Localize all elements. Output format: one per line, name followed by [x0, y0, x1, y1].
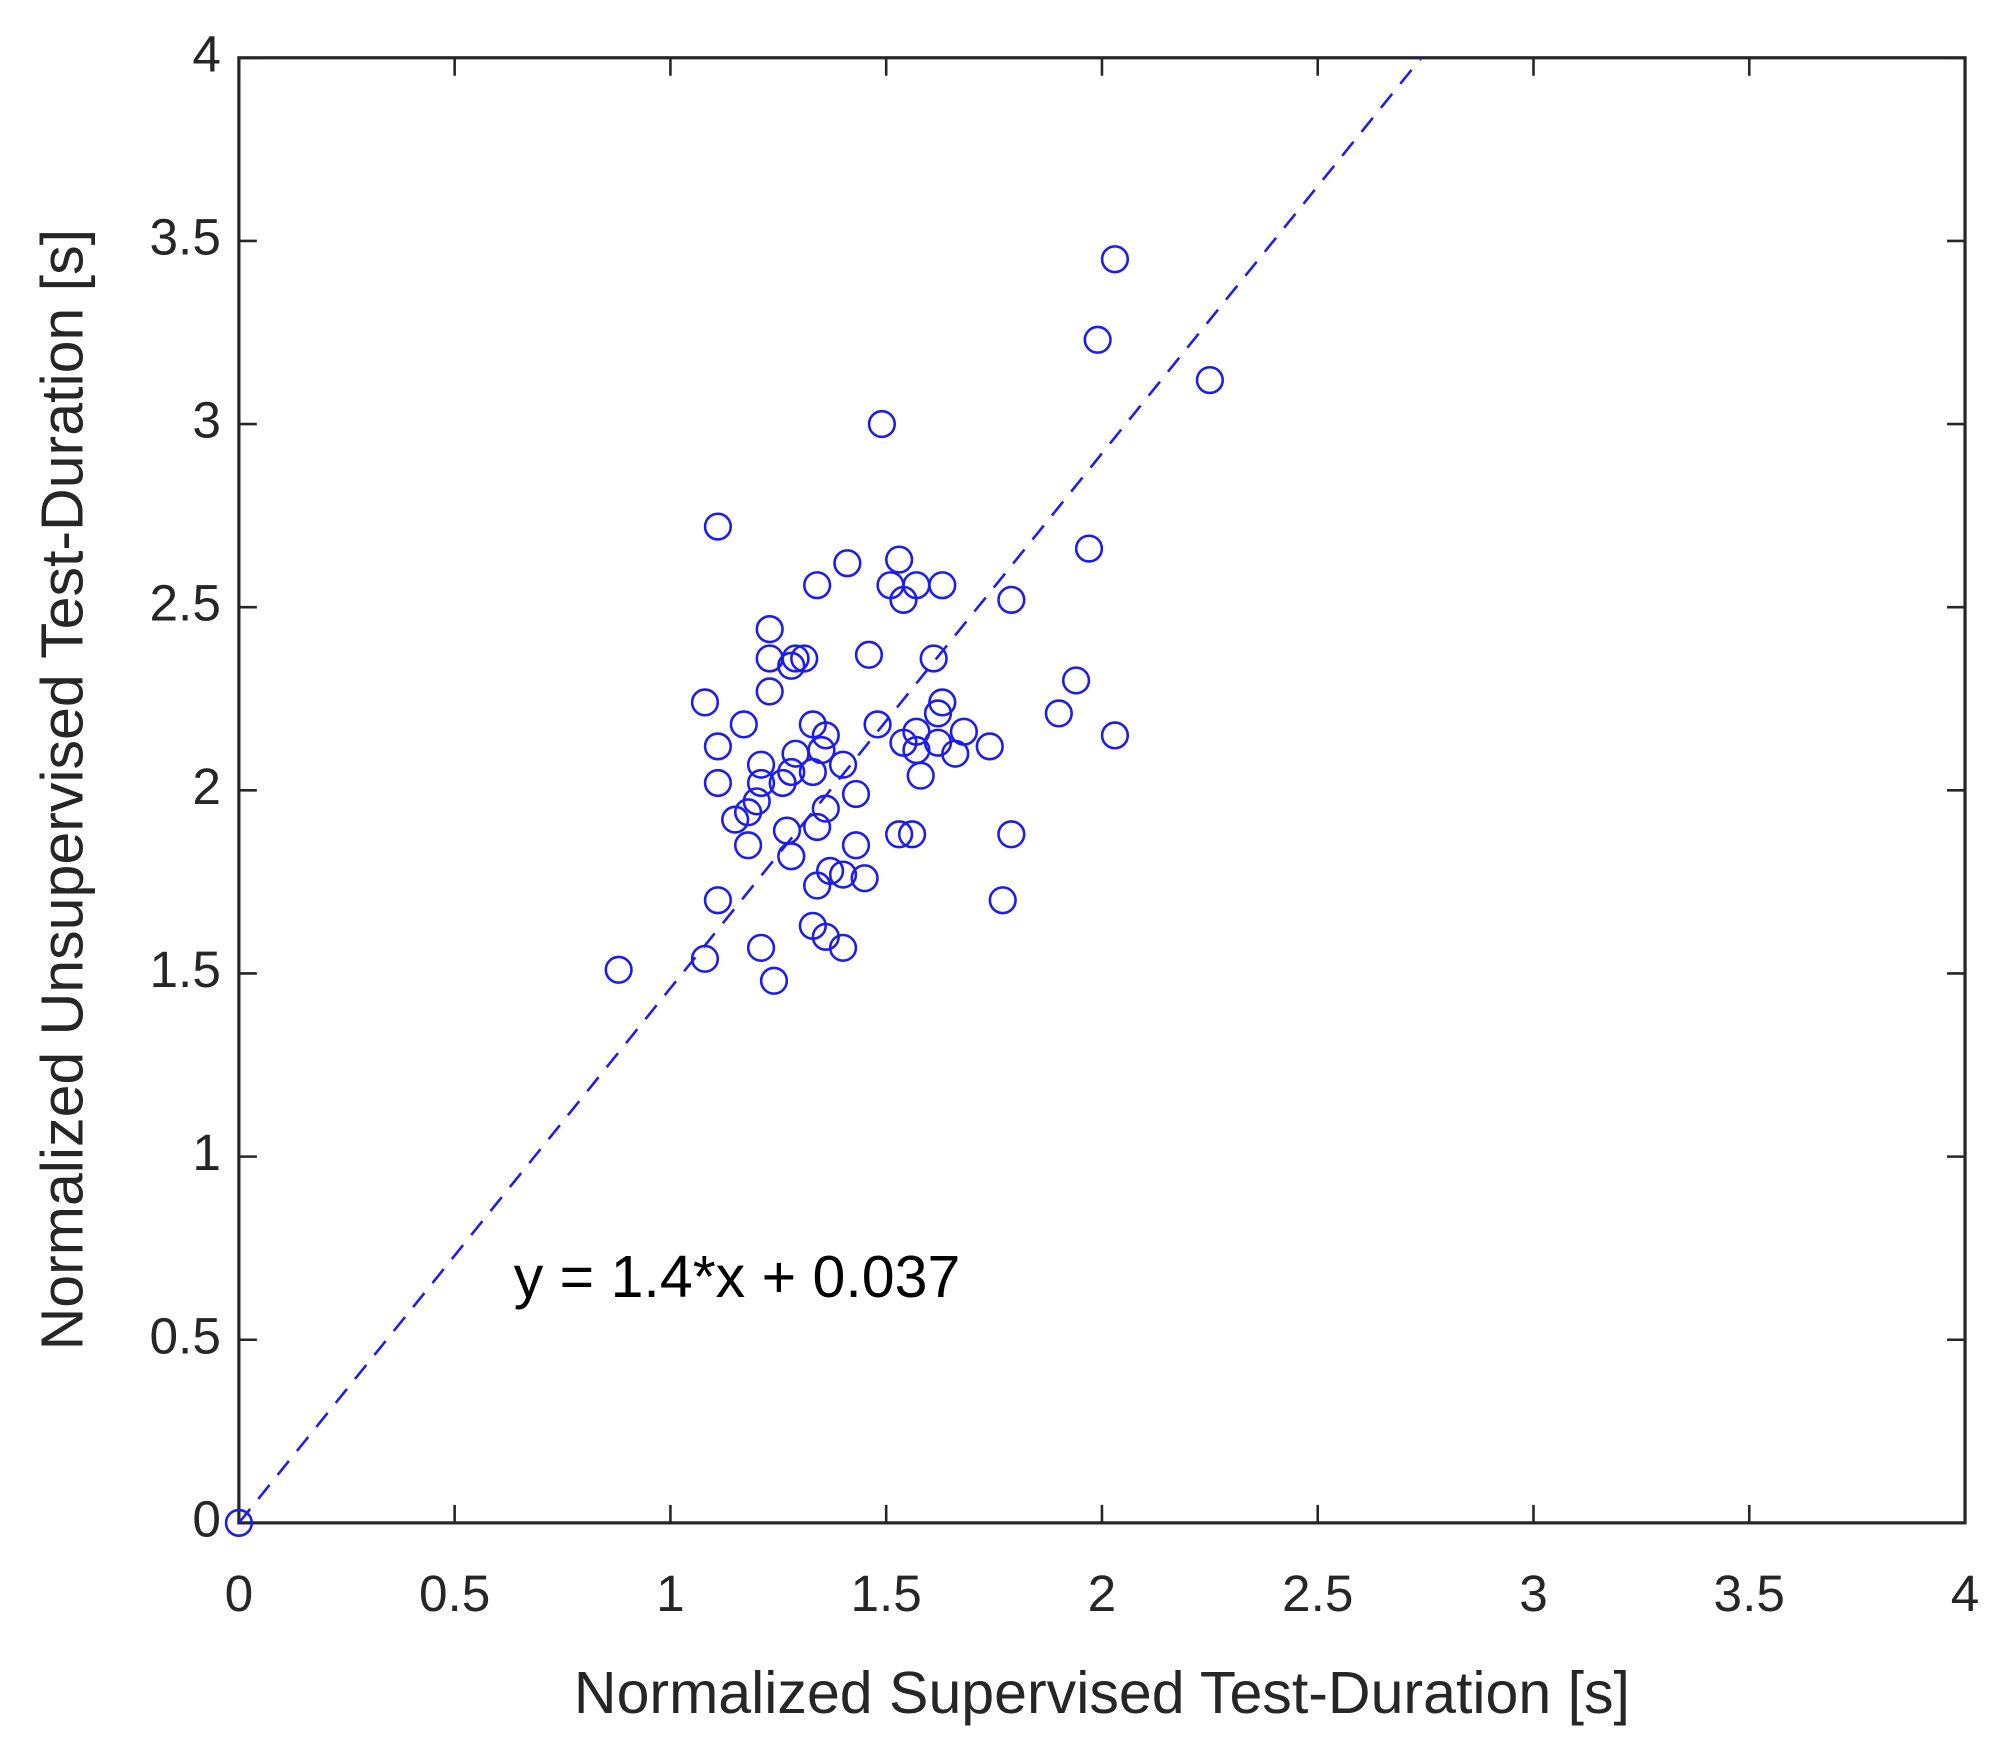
data-point	[815, 856, 845, 886]
data-point	[828, 933, 858, 962]
x-tick-label: 2	[1088, 1565, 1117, 1622]
data-point	[897, 820, 927, 849]
data-point	[742, 787, 771, 816]
data-point	[997, 585, 1026, 614]
y-axis-label: Normalized Unsupervised Test-Duration [s…	[29, 229, 95, 1350]
data-point	[733, 831, 763, 860]
data-point	[928, 571, 957, 600]
data-point	[703, 732, 733, 761]
data-point	[1044, 699, 1073, 728]
y-tick-label: 0.5	[149, 1307, 220, 1364]
data-point	[885, 545, 914, 574]
data-point	[772, 816, 802, 845]
y-tick-label: 0	[192, 1490, 221, 1547]
data-point	[811, 794, 840, 823]
data-point	[988, 886, 1017, 915]
x-tick-label: 2.5	[1282, 1565, 1353, 1622]
data-point	[997, 820, 1026, 849]
y-tick-label: 4	[192, 25, 221, 82]
data-point	[1083, 325, 1112, 354]
data-point	[919, 644, 948, 673]
data-point	[803, 571, 832, 600]
data-point	[746, 933, 776, 962]
x-tick-label: 4	[1951, 1565, 1980, 1622]
data-point	[803, 812, 832, 842]
y-tick-label: 3	[192, 392, 221, 449]
data-point	[755, 615, 784, 644]
x-axis-label: Normalized Supervised Test-Duration [s]	[574, 1660, 1630, 1726]
data-point	[777, 757, 806, 787]
x-tick-label: 1.5	[850, 1565, 921, 1622]
y-tick-label: 1.5	[149, 941, 220, 998]
data-point	[729, 710, 758, 739]
data-point	[1100, 245, 1130, 274]
data-point	[781, 739, 810, 768]
fit-annotation: y = 1.4*x + 0.037	[514, 1244, 961, 1310]
data-point	[690, 688, 720, 717]
data-point	[833, 549, 862, 578]
data-point	[746, 750, 776, 779]
data-point	[703, 886, 733, 915]
data-point	[703, 768, 733, 798]
data-point	[949, 717, 978, 746]
data-point	[867, 409, 897, 439]
data-point	[1061, 666, 1091, 695]
data-point	[828, 750, 858, 779]
fit-line	[237, 56, 1423, 1524]
y-tick-label: 2	[192, 758, 221, 815]
x-tick-label: 3	[1519, 1565, 1548, 1622]
data-point	[1100, 721, 1130, 750]
x-tick-label: 0.5	[419, 1565, 490, 1622]
data-point	[1195, 365, 1224, 395]
data-point	[863, 710, 892, 739]
x-tick-label: 0	[225, 1565, 254, 1622]
data-point	[759, 966, 789, 995]
data-point	[746, 768, 776, 798]
data-point	[885, 820, 914, 849]
y-tick-label: 3.5	[149, 208, 220, 265]
x-tick-label: 3.5	[1714, 1565, 1785, 1622]
data-point	[690, 944, 720, 973]
data-point	[828, 860, 858, 889]
data-point	[755, 677, 784, 706]
data-point	[703, 512, 733, 541]
data-point	[850, 864, 879, 893]
y-tick-label: 2.5	[149, 575, 220, 632]
data-point	[906, 761, 935, 790]
data-point	[975, 732, 1004, 761]
data-point	[790, 644, 819, 673]
y-tick-label: 1	[192, 1124, 221, 1181]
data-point	[604, 955, 633, 984]
data-point	[841, 779, 871, 809]
data-point	[781, 644, 810, 673]
data-point	[1074, 534, 1104, 563]
data-point	[811, 721, 840, 750]
plot-frame	[237, 56, 1967, 1525]
x-tick-label: 1	[656, 1565, 685, 1622]
data-point	[923, 699, 953, 728]
data-point	[841, 831, 871, 860]
data-point	[224, 1508, 254, 1537]
data-point	[854, 640, 884, 669]
